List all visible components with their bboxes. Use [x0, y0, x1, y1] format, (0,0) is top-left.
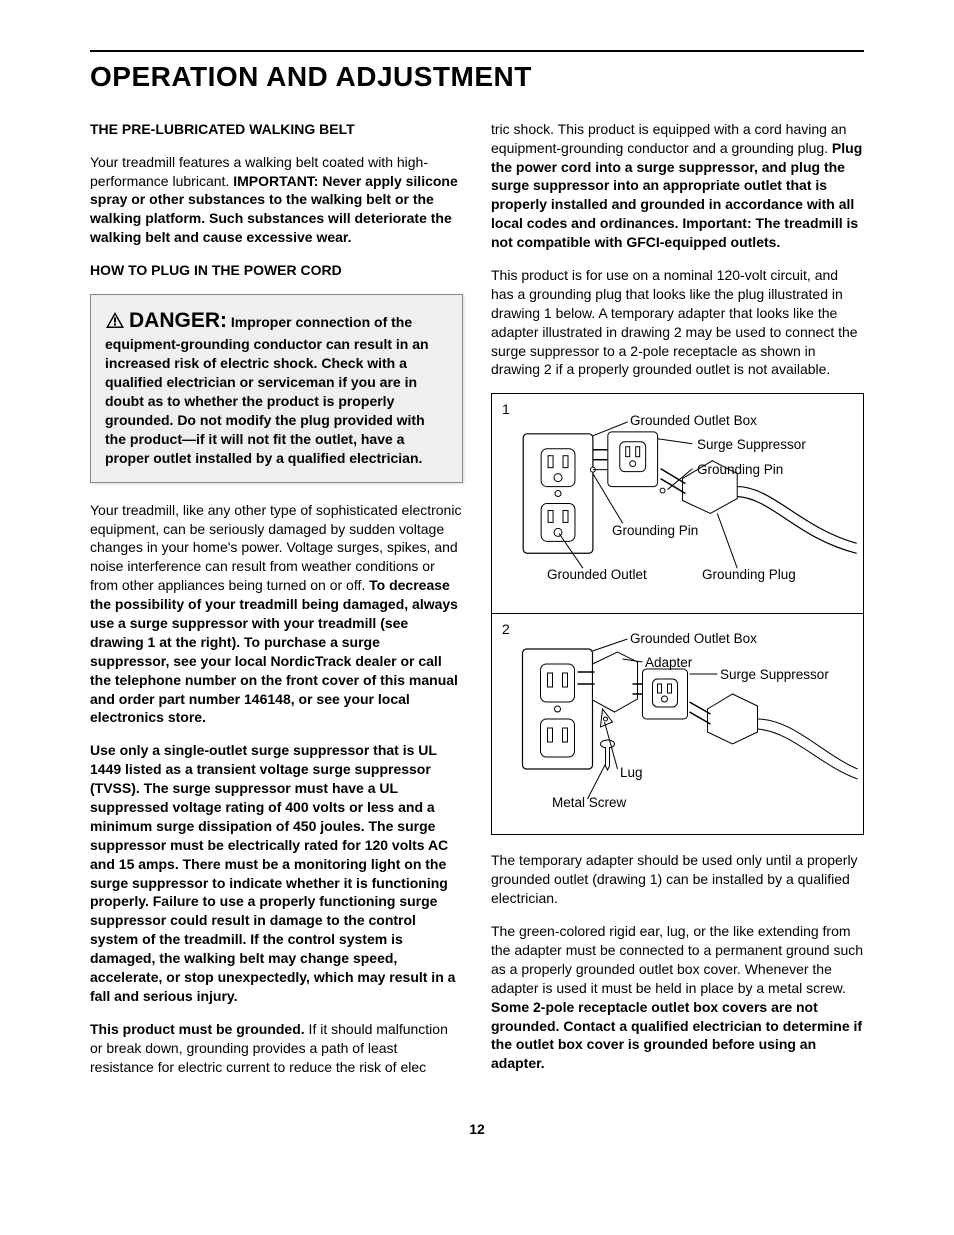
danger-text: DANGER: Improper connection of the equip… [105, 307, 448, 468]
figure-panel-2: 2 [492, 614, 863, 834]
subhead-walking-belt: THE PRE-LUBRICATED WALKING BELT [90, 120, 463, 139]
para-120volt: This product is for use on a nominal 120… [491, 266, 864, 379]
para-voltage: Your treadmill, like any other type of s… [90, 501, 463, 728]
page-number: 12 [90, 1120, 864, 1139]
para-grounded: This product must be grounded. If it sho… [90, 1020, 463, 1077]
text-plain: tric shock. This product is equipped wit… [491, 121, 846, 156]
two-column-layout: THE PRE-LUBRICATED WALKING BELT Your tre… [90, 120, 864, 1091]
page-title: OPERATION AND ADJUSTMENT [90, 58, 864, 96]
danger-body: Improper connection of the equipment-gro… [105, 314, 429, 466]
label-surge-suppressor-1: Surge Suppressor [697, 436, 806, 454]
figure-box: 1 [491, 393, 864, 835]
figure-panel-1: 1 [492, 394, 863, 614]
text-bold: Plug the power cord into a surge suppres… [491, 140, 862, 250]
warning-triangle-icon [105, 311, 125, 334]
para-green-lug: The green-colored rigid ear, lug, or the… [491, 922, 864, 1073]
top-rule [90, 50, 864, 52]
label-grounded-outlet-box-2: Grounded Outlet Box [630, 630, 757, 648]
label-grounded-outlet-box-1: Grounded Outlet Box [630, 412, 757, 430]
right-column: tric shock. This product is equipped wit… [491, 120, 864, 1091]
para-walking-belt: Your treadmill features a walking belt c… [90, 153, 463, 247]
label-grounding-pin-1a: Grounding Pin [697, 461, 783, 479]
text-bold: Some 2-pole receptacle outlet box covers… [491, 999, 862, 1072]
text-bold: To decrease the possibility of your trea… [90, 577, 458, 725]
label-surge-suppressor-2: Surge Suppressor [720, 666, 829, 684]
danger-callout: DANGER: Improper connection of the equip… [90, 294, 463, 483]
text-plain: The green-colored rigid ear, lug, or the… [491, 923, 863, 996]
danger-word: DANGER: [129, 309, 227, 332]
para-temp-adapter: The temporary adapter should be used onl… [491, 851, 864, 908]
para-tric-shock: tric shock. This product is equipped wit… [491, 120, 864, 252]
label-grounding-pin-1b: Grounding Pin [612, 522, 698, 540]
para-surge-spec: Use only a single-outlet surge suppresso… [90, 741, 463, 1005]
label-adapter: Adapter [645, 654, 692, 672]
label-metal-screw: Metal Screw [552, 794, 626, 812]
text-bold: This product must be grounded. [90, 1021, 305, 1037]
label-lug: Lug [620, 764, 643, 782]
subhead-power-cord: HOW TO PLUG IN THE POWER CORD [90, 261, 463, 280]
left-column: THE PRE-LUBRICATED WALKING BELT Your tre… [90, 120, 463, 1091]
label-grounding-plug: Grounding Plug [702, 566, 796, 584]
label-grounded-outlet: Grounded Outlet [547, 566, 647, 584]
